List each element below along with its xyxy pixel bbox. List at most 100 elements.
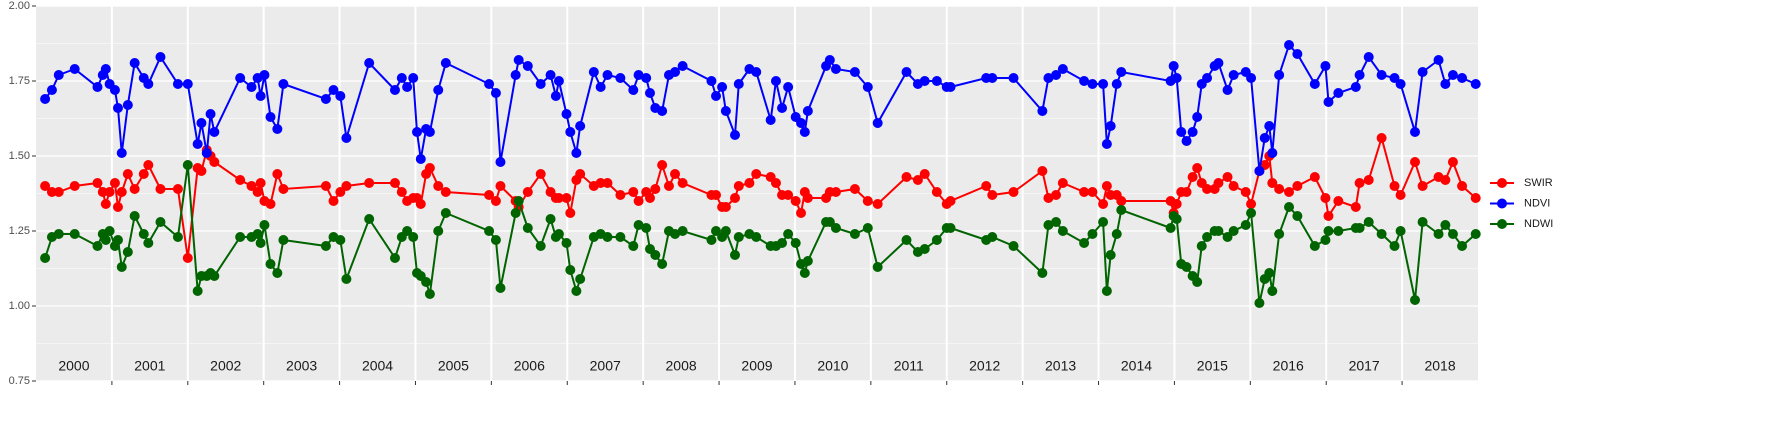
point: [1116, 205, 1127, 215]
point: [706, 76, 717, 86]
point: [252, 187, 263, 197]
point: [1057, 178, 1068, 188]
point: [1171, 73, 1182, 83]
point: [1098, 217, 1109, 227]
point: [561, 109, 572, 119]
point: [46, 85, 57, 95]
point: [172, 232, 183, 242]
year-label: 2003: [286, 358, 317, 374]
point: [495, 157, 506, 167]
point: [255, 238, 266, 248]
point: [553, 193, 564, 203]
point: [1333, 226, 1344, 236]
point: [744, 178, 755, 188]
point: [553, 76, 564, 86]
point: [272, 268, 283, 278]
point: [657, 160, 668, 170]
point: [872, 199, 883, 209]
point: [1470, 229, 1481, 239]
point: [1457, 241, 1468, 251]
point: [1116, 196, 1127, 206]
point: [783, 229, 794, 239]
point: [987, 190, 998, 200]
point: [770, 76, 781, 86]
point: [1246, 208, 1257, 218]
point: [1309, 79, 1320, 89]
point: [396, 187, 407, 197]
point: [633, 196, 644, 206]
point: [1417, 217, 1428, 227]
point: [1320, 235, 1331, 245]
point: [824, 55, 835, 65]
point: [92, 82, 103, 92]
point: [1246, 199, 1257, 209]
point: [1264, 121, 1275, 131]
point: [92, 178, 103, 188]
point: [396, 73, 407, 83]
point: [265, 199, 276, 209]
year-label: 2005: [438, 358, 469, 374]
point: [235, 73, 246, 83]
point: [97, 187, 108, 197]
point: [440, 58, 451, 68]
point: [1323, 226, 1334, 236]
point: [830, 64, 841, 74]
year-label: 2007: [590, 358, 621, 374]
point: [1254, 166, 1265, 176]
point: [1037, 268, 1048, 278]
point: [1111, 229, 1122, 239]
point: [1202, 73, 1213, 83]
point: [440, 208, 451, 218]
point: [987, 73, 998, 83]
point: [677, 61, 688, 71]
point: [862, 196, 873, 206]
point: [535, 79, 546, 89]
point: [862, 82, 873, 92]
point: [112, 103, 123, 113]
point: [129, 184, 140, 194]
point: [129, 211, 140, 221]
point: [641, 223, 652, 233]
point: [1433, 55, 1444, 65]
point: [1333, 196, 1344, 206]
point: [143, 160, 154, 170]
point: [777, 103, 788, 113]
point: [729, 130, 740, 140]
point: [1440, 220, 1451, 230]
point: [615, 190, 626, 200]
point: [1274, 229, 1285, 239]
point: [1395, 79, 1406, 89]
point: [1087, 229, 1098, 239]
point: [1417, 67, 1428, 77]
point: [565, 265, 576, 275]
legend-key-point: [1497, 178, 1507, 188]
point: [1284, 202, 1295, 212]
point: [40, 181, 51, 191]
point: [901, 67, 912, 77]
point: [1274, 184, 1285, 194]
point: [389, 178, 400, 188]
point: [1350, 82, 1361, 92]
series: [40, 40, 1481, 176]
point: [1228, 70, 1239, 80]
point: [628, 241, 639, 251]
point: [209, 127, 220, 137]
point: [1222, 85, 1233, 95]
y-tick-label: 0.75: [9, 375, 30, 387]
point: [565, 208, 576, 218]
point: [1376, 133, 1387, 143]
point: [633, 70, 644, 80]
year-label: 2001: [134, 358, 165, 374]
point: [320, 94, 331, 104]
point: [1417, 181, 1428, 191]
point: [389, 253, 400, 263]
point: [364, 178, 375, 188]
point: [633, 220, 644, 230]
point: [1181, 187, 1192, 197]
point: [1187, 172, 1198, 182]
year-label: 2014: [1121, 358, 1152, 374]
series: [40, 133, 1481, 263]
point: [53, 229, 64, 239]
point: [1051, 217, 1062, 227]
point: [657, 106, 668, 116]
